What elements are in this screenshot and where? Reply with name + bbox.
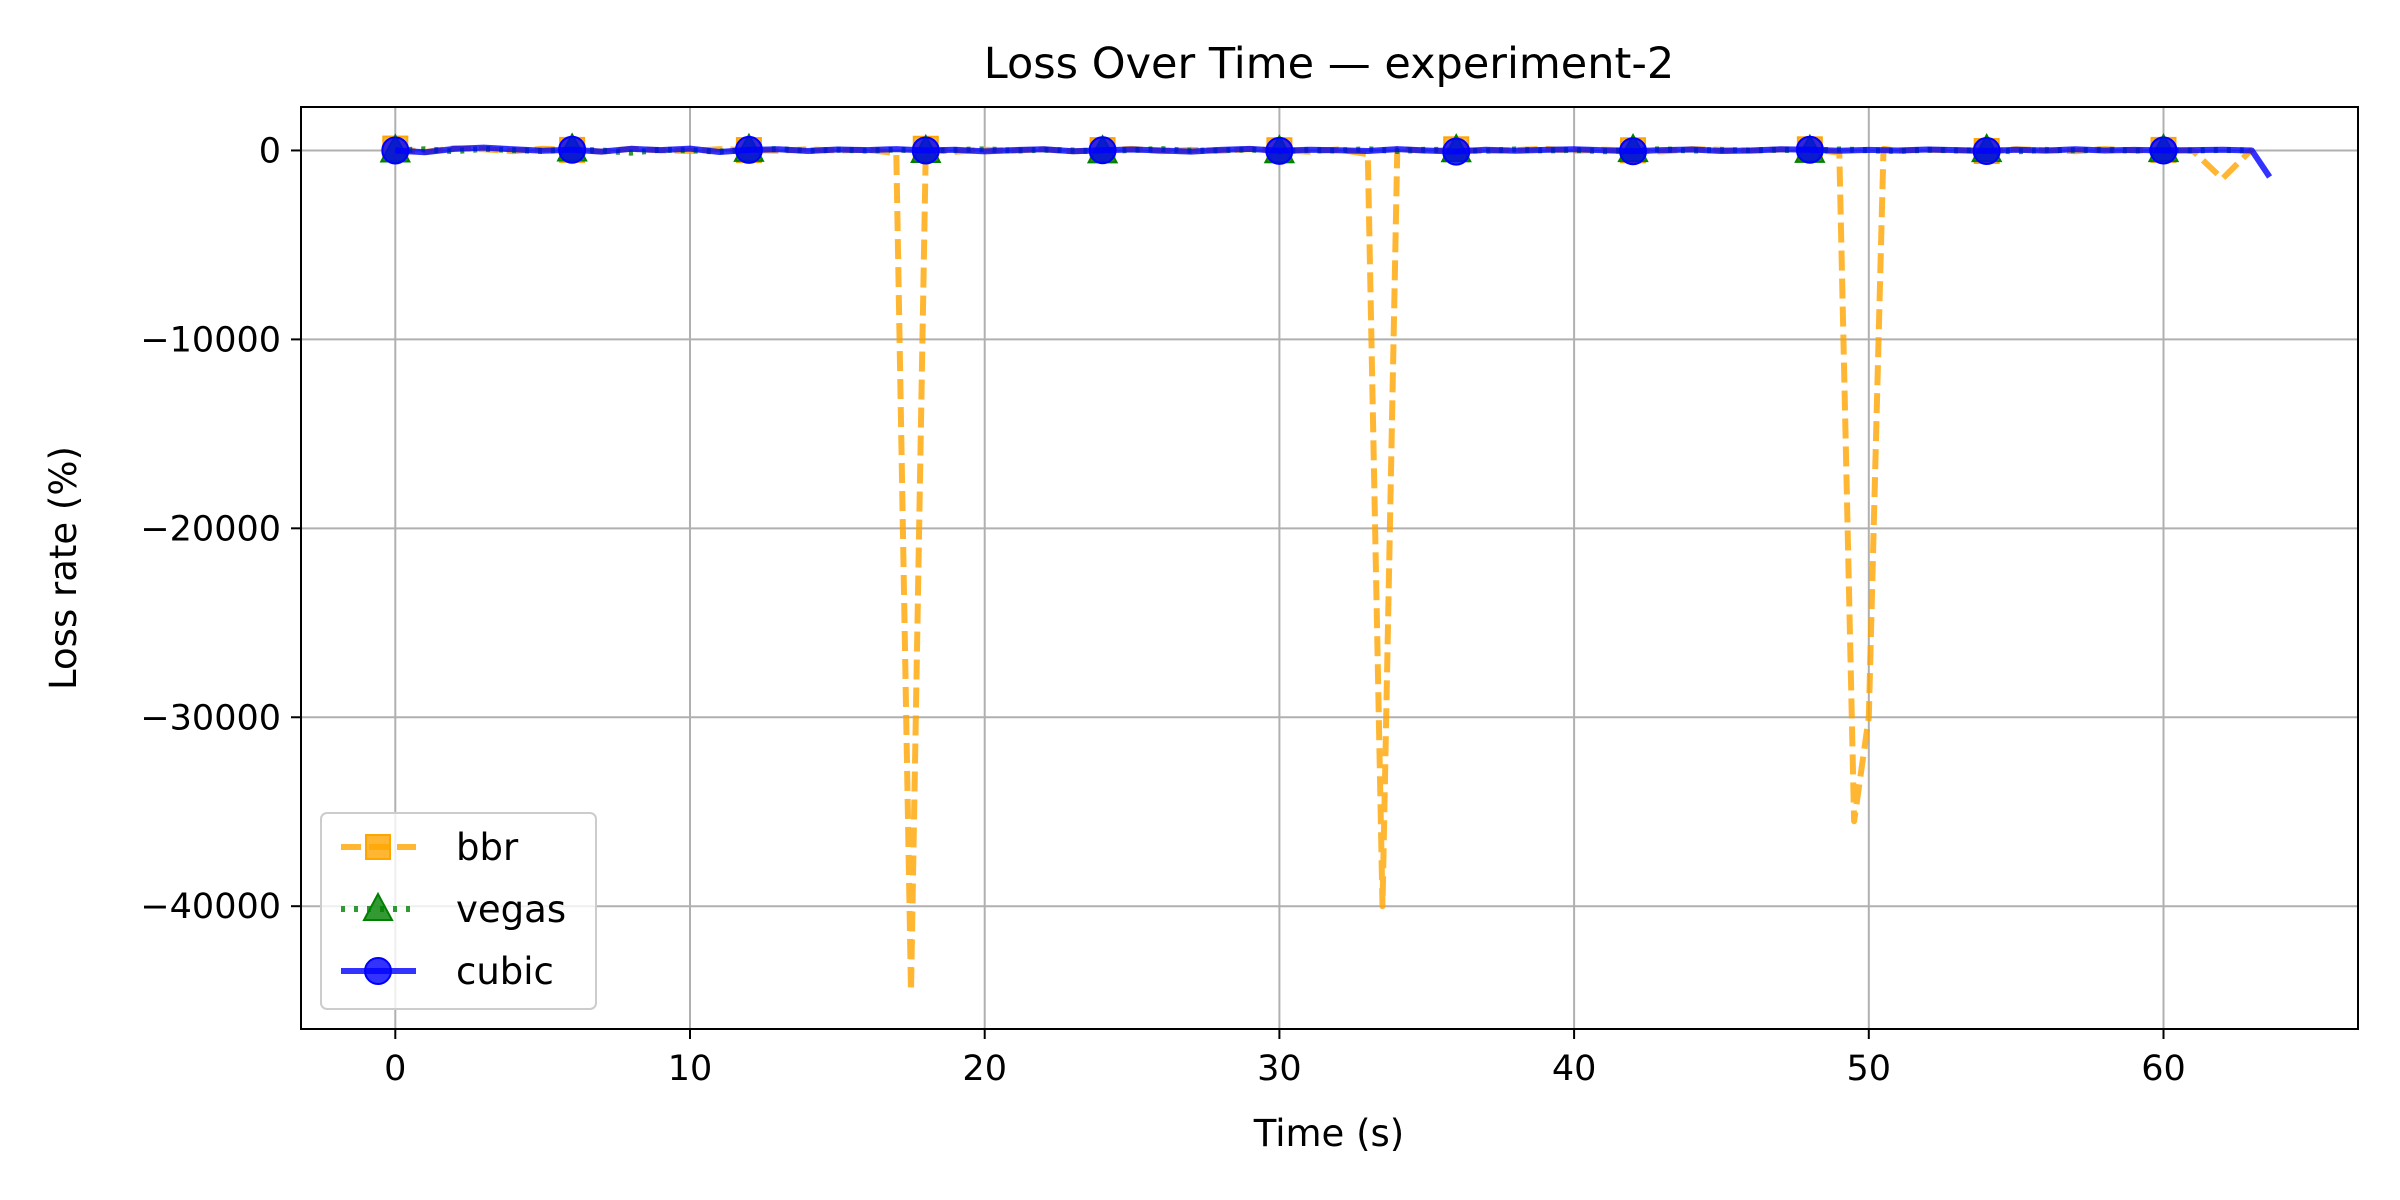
x-axis-label: Time (s) [1253, 1112, 1404, 1155]
data-point-cubic [2149, 136, 2178, 165]
legend-marker-cubic [364, 957, 392, 985]
series-layer [379, 132, 2273, 995]
x-tick-label: 60 [2141, 1049, 2186, 1089]
data-point-cubic [911, 136, 940, 165]
legend-item-bbr: bbr [341, 826, 519, 869]
x-tick-label: 20 [962, 1049, 1007, 1089]
data-point-cubic [1442, 137, 1471, 166]
data-point-cubic [734, 135, 763, 164]
y-axis-label: Loss rate (%) [42, 446, 85, 690]
x-tick-label: 50 [1847, 1049, 1892, 1089]
legend-box [320, 812, 597, 1010]
axis-ticks: 0 10 20 30 40 50 60 0 −10000 −20000 −30000 −40000 [140, 131, 2185, 1089]
legend-marker-vegas [362, 891, 394, 921]
x-tick-label: 0 [384, 1049, 406, 1089]
legend-label: vegas [456, 888, 566, 931]
y-tick-label: −10000 [140, 320, 281, 360]
legend-item-cubic: cubic [341, 950, 554, 993]
series-line-cubic [395, 144, 2273, 179]
legend-label: bbr [456, 826, 519, 869]
legend-marker-bbr [365, 834, 391, 860]
y-tick-label: −30000 [140, 698, 281, 738]
legend-item-vegas: vegas [341, 888, 566, 931]
data-point-cubic [1619, 137, 1648, 166]
data-point-cubic [381, 136, 410, 165]
y-tick-label: −20000 [140, 509, 281, 549]
data-point-cubic [1795, 135, 1824, 164]
data-point-cubic [558, 135, 587, 164]
series-cubic [381, 135, 2273, 179]
y-tick-label: −40000 [140, 887, 281, 927]
x-tick-label: 30 [1257, 1049, 1302, 1089]
grid [301, 107, 2358, 1029]
data-point-cubic [1088, 136, 1117, 165]
legend: bbr vegas cubic [320, 812, 597, 1010]
chart-title: Loss Over Time — experiment-2 [984, 39, 1675, 89]
data-point-cubic [1972, 137, 2001, 166]
plot-frame [300, 106, 2359, 1030]
x-tick-label: 40 [1552, 1049, 1597, 1089]
legend-label: cubic [456, 950, 554, 993]
data-point-cubic [1265, 136, 1294, 165]
x-tick-label: 10 [668, 1049, 713, 1089]
y-tick-label: 0 [259, 131, 281, 171]
